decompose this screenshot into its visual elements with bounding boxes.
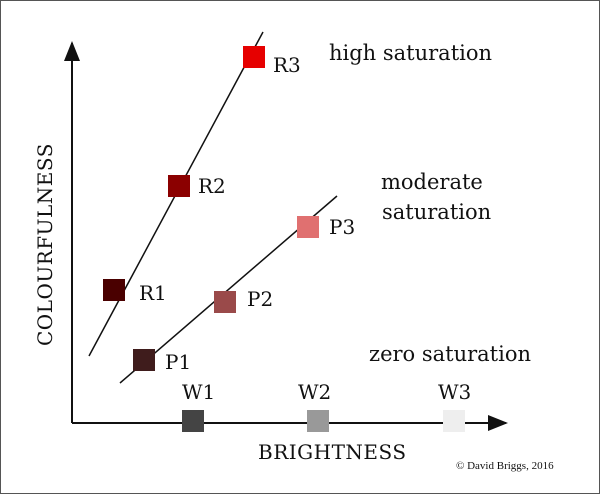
label-w3: W3 [438, 380, 471, 404]
swatch-w2 [307, 410, 329, 432]
swatch-w1 [182, 410, 204, 432]
moderate-saturation-label-line2: saturation [382, 200, 491, 224]
label-p2: P2 [247, 287, 273, 311]
swatch-r1 [103, 279, 125, 301]
label-w2: W2 [298, 380, 331, 404]
label-p3: P3 [329, 215, 355, 239]
label-r2: R2 [198, 174, 226, 198]
swatch-w3 [443, 410, 465, 432]
label-r3: R3 [273, 53, 301, 77]
swatch-r3 [243, 46, 265, 68]
high-saturation-label: high saturation [329, 41, 492, 65]
label-w1: W1 [182, 380, 215, 404]
copyright-credit: © David Briggs, 2016 [456, 460, 554, 472]
swatch-p2 [214, 291, 236, 313]
moderate-saturation-label-line1: moderate [381, 170, 483, 194]
swatch-r2 [168, 175, 190, 197]
swatch-p3 [297, 216, 319, 238]
label-p1: P1 [165, 350, 191, 374]
swatch-p1 [133, 349, 155, 371]
x-axis-title: BRIGHTNESS [258, 440, 407, 464]
y-axis-title: COLOURFULNESS [33, 143, 57, 346]
label-r1: R1 [139, 281, 167, 305]
zero-saturation-label: zero saturation [369, 342, 531, 366]
